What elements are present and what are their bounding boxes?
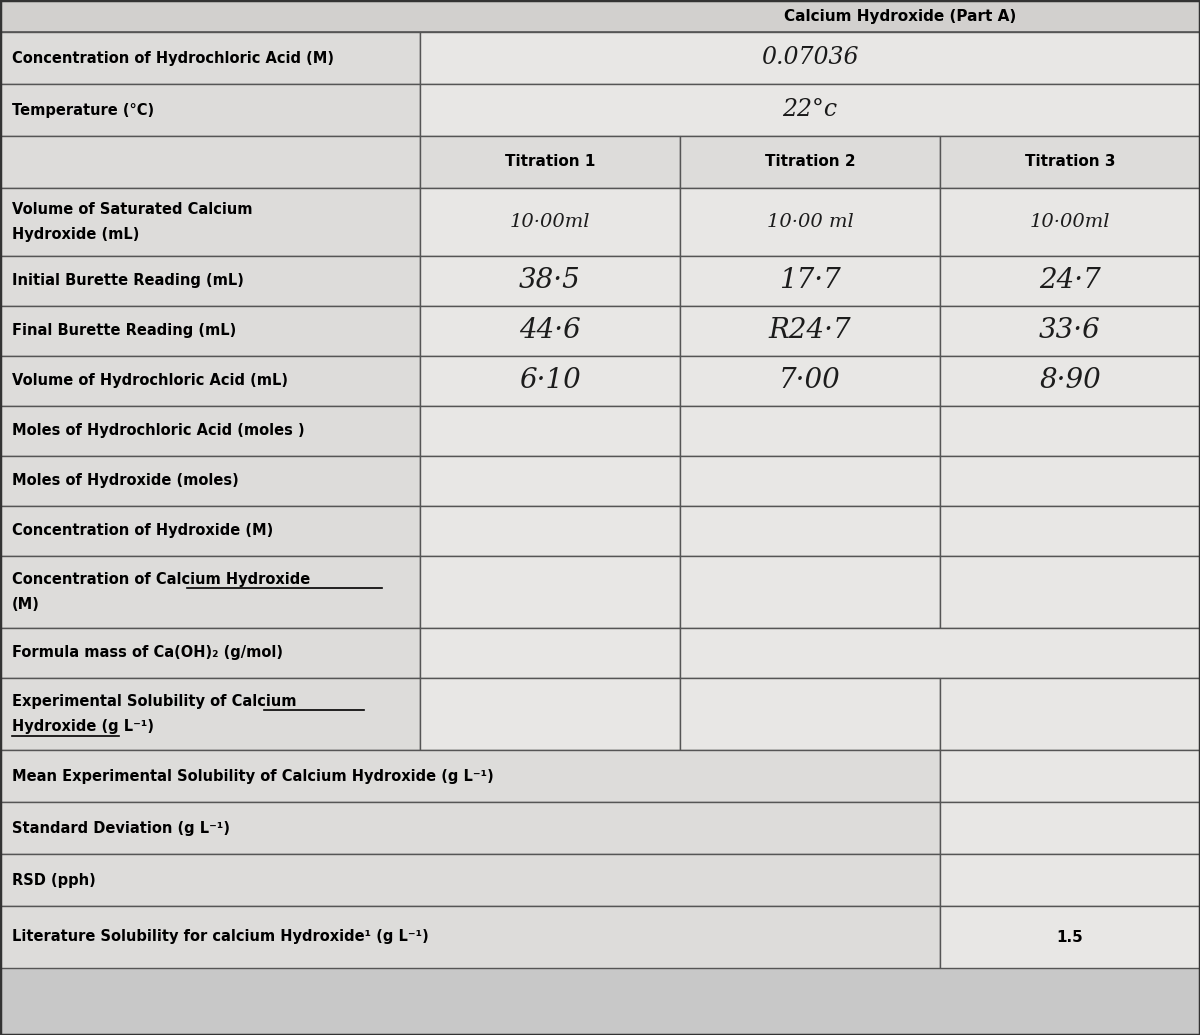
Bar (420, 356, 680, 406)
Bar (0, 32, 420, 84)
Text: Volume of Saturated Calcium: Volume of Saturated Calcium (12, 202, 252, 217)
Bar (940, 506, 1200, 556)
Bar (940, 406, 1200, 456)
Bar (0, 750, 940, 802)
Bar (940, 136, 1200, 188)
Bar (680, 456, 940, 506)
Bar (0, 556, 420, 628)
Bar (420, 188, 680, 256)
Bar (940, 556, 1200, 628)
Bar (420, 256, 680, 306)
Bar (940, 678, 1200, 750)
Text: Hydroxide (g L⁻¹): Hydroxide (g L⁻¹) (12, 719, 154, 735)
Text: Hydroxide (mL): Hydroxide (mL) (12, 227, 139, 242)
Text: 38·5: 38·5 (520, 267, 581, 295)
Bar (420, 136, 680, 188)
Bar (940, 306, 1200, 356)
Text: R24·7: R24·7 (769, 318, 851, 345)
Bar (680, 188, 940, 256)
Text: 10·00 ml: 10·00 ml (767, 213, 853, 231)
Text: 10·00ml: 10·00ml (1030, 213, 1110, 231)
Text: 24·7: 24·7 (1039, 267, 1100, 295)
Bar (680, 628, 1200, 678)
Bar (680, 256, 940, 306)
Text: 22°c: 22°c (782, 98, 838, 121)
Text: 6·10: 6·10 (520, 367, 581, 394)
Text: 0.07036: 0.07036 (761, 47, 859, 69)
Bar (940, 750, 1200, 802)
Text: Formula mass of Ca(OH)₂ (g/mol): Formula mass of Ca(OH)₂ (g/mol) (12, 646, 283, 660)
Bar (0, 136, 420, 188)
Bar (0, 356, 420, 406)
Bar (680, 678, 940, 750)
Bar (0, 854, 940, 906)
Bar (940, 906, 1200, 968)
Text: Final Burette Reading (mL): Final Burette Reading (mL) (12, 324, 236, 338)
Text: (M): (M) (12, 597, 40, 613)
Text: Volume of Hydrochloric Acid (mL): Volume of Hydrochloric Acid (mL) (12, 374, 288, 388)
Bar (680, 306, 940, 356)
Bar (420, 306, 680, 356)
Bar (0, 256, 420, 306)
Bar (680, 406, 940, 456)
Text: Titration 3: Titration 3 (1025, 154, 1115, 170)
Bar (0, 84, 420, 136)
Bar (680, 356, 940, 406)
Text: Standard Deviation (g L⁻¹): Standard Deviation (g L⁻¹) (12, 821, 230, 835)
Bar (680, 136, 940, 188)
Bar (420, 506, 680, 556)
Text: Concentration of Calcium Hydroxide: Concentration of Calcium Hydroxide (12, 571, 311, 587)
Bar (420, 84, 1200, 136)
Bar (420, 678, 680, 750)
Bar (680, 556, 940, 628)
Text: Experimental Solubility of Calcium: Experimental Solubility of Calcium (12, 693, 296, 709)
Bar (420, 556, 680, 628)
Bar (0, 678, 420, 750)
Text: 44·6: 44·6 (520, 318, 581, 345)
Bar (940, 188, 1200, 256)
Text: RSD (pph): RSD (pph) (12, 873, 96, 887)
Bar (0, 906, 940, 968)
Bar (0, 506, 420, 556)
Text: Initial Burette Reading (mL): Initial Burette Reading (mL) (12, 273, 244, 289)
Text: Moles of Hydrochloric Acid (moles ): Moles of Hydrochloric Acid (moles ) (12, 423, 305, 439)
Bar (420, 456, 680, 506)
Text: 10·00ml: 10·00ml (510, 213, 590, 231)
Bar (0, 306, 420, 356)
Text: 1.5: 1.5 (1057, 929, 1084, 945)
Text: Concentration of Hydroxide (M): Concentration of Hydroxide (M) (12, 524, 274, 538)
Text: 17·7: 17·7 (779, 267, 841, 295)
Text: Titration 2: Titration 2 (764, 154, 856, 170)
Bar (420, 406, 680, 456)
Text: 33·6: 33·6 (1039, 318, 1100, 345)
Text: Literature Solubility for calcium Hydroxide¹ (g L⁻¹): Literature Solubility for calcium Hydrox… (12, 929, 428, 945)
Bar (680, 506, 940, 556)
Bar (940, 456, 1200, 506)
Text: Temperature (°C): Temperature (°C) (12, 102, 154, 118)
Bar (940, 802, 1200, 854)
Bar (940, 256, 1200, 306)
Text: 7·00: 7·00 (779, 367, 841, 394)
Text: 8·90: 8·90 (1039, 367, 1100, 394)
Text: Titration 1: Titration 1 (505, 154, 595, 170)
Bar (0, 0, 1200, 32)
Bar (0, 456, 420, 506)
Bar (940, 356, 1200, 406)
Bar (940, 854, 1200, 906)
Bar (0, 628, 420, 678)
Bar (420, 628, 680, 678)
Bar (0, 406, 420, 456)
Bar (0, 802, 940, 854)
Text: Calcium Hydroxide (Part A): Calcium Hydroxide (Part A) (784, 8, 1016, 24)
Text: Mean Experimental Solubility of Calcium Hydroxide (g L⁻¹): Mean Experimental Solubility of Calcium … (12, 769, 493, 783)
Bar (0, 188, 420, 256)
Bar (420, 32, 1200, 84)
Text: Moles of Hydroxide (moles): Moles of Hydroxide (moles) (12, 473, 239, 489)
Text: Concentration of Hydrochloric Acid (M): Concentration of Hydrochloric Acid (M) (12, 51, 334, 65)
